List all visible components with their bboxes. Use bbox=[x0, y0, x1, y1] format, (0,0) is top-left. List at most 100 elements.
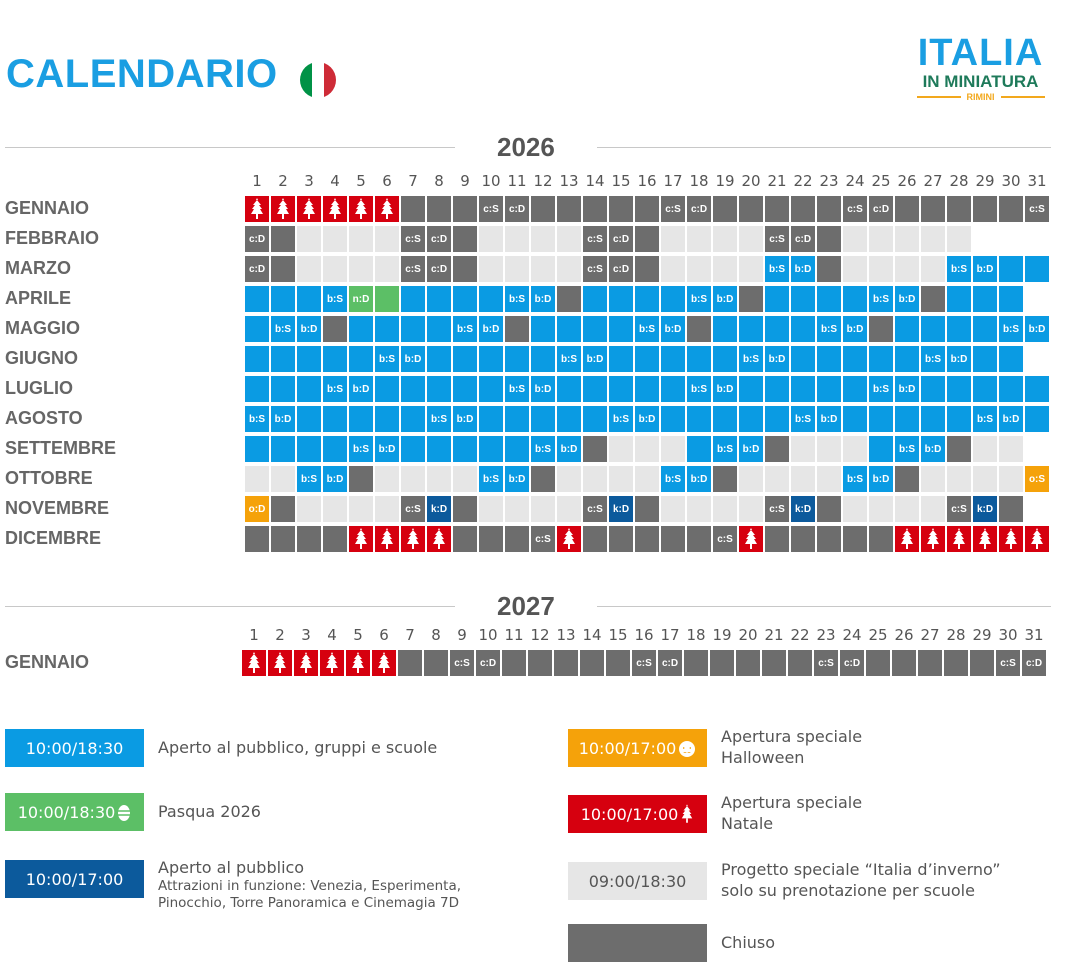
day-cell[interactable]: b:D bbox=[843, 316, 867, 342]
day-cell[interactable] bbox=[398, 650, 422, 676]
day-cell[interactable] bbox=[453, 346, 477, 372]
day-cell[interactable] bbox=[635, 466, 659, 492]
day-cell[interactable]: c:D bbox=[658, 650, 682, 676]
day-cell[interactable] bbox=[297, 256, 321, 282]
day-cell[interactable] bbox=[453, 376, 477, 402]
day-cell[interactable] bbox=[349, 466, 373, 492]
day-cell[interactable] bbox=[843, 346, 867, 372]
day-cell[interactable] bbox=[297, 196, 321, 222]
day-cell[interactable] bbox=[713, 496, 737, 522]
day-cell[interactable] bbox=[999, 196, 1023, 222]
day-cell[interactable] bbox=[635, 526, 659, 552]
day-cell[interactable] bbox=[1025, 526, 1049, 552]
day-cell[interactable] bbox=[583, 406, 607, 432]
day-cell[interactable]: b:S bbox=[999, 316, 1023, 342]
day-cell[interactable] bbox=[375, 196, 399, 222]
day-cell[interactable]: c:S bbox=[814, 650, 838, 676]
day-cell[interactable] bbox=[947, 226, 971, 252]
day-cell[interactable] bbox=[424, 650, 448, 676]
day-cell[interactable] bbox=[583, 196, 607, 222]
day-cell[interactable]: b:S bbox=[687, 376, 711, 402]
day-cell[interactable] bbox=[687, 226, 711, 252]
day-cell[interactable]: b:D bbox=[531, 286, 555, 312]
day-cell[interactable]: c:D bbox=[687, 196, 711, 222]
day-cell[interactable] bbox=[843, 226, 867, 252]
day-cell[interactable] bbox=[999, 466, 1023, 492]
day-cell[interactable] bbox=[713, 346, 737, 372]
day-cell[interactable] bbox=[921, 496, 945, 522]
day-cell[interactable] bbox=[557, 466, 581, 492]
day-cell[interactable] bbox=[843, 496, 867, 522]
day-cell[interactable] bbox=[713, 196, 737, 222]
day-cell[interactable] bbox=[531, 346, 555, 372]
day-cell[interactable] bbox=[791, 316, 815, 342]
day-cell[interactable] bbox=[323, 526, 347, 552]
day-cell[interactable] bbox=[687, 436, 711, 462]
day-cell[interactable] bbox=[765, 316, 789, 342]
day-cell[interactable] bbox=[609, 436, 633, 462]
day-cell[interactable]: b:D bbox=[817, 406, 841, 432]
day-cell[interactable] bbox=[973, 196, 997, 222]
day-cell[interactable] bbox=[453, 286, 477, 312]
day-cell[interactable] bbox=[557, 526, 581, 552]
day-cell[interactable]: c:S bbox=[713, 526, 737, 552]
day-cell[interactable] bbox=[375, 466, 399, 492]
day-cell[interactable]: b:D bbox=[505, 466, 529, 492]
day-cell[interactable]: c:D bbox=[840, 650, 864, 676]
day-cell[interactable] bbox=[866, 650, 890, 676]
day-cell[interactable] bbox=[375, 376, 399, 402]
day-cell[interactable] bbox=[297, 226, 321, 252]
day-cell[interactable] bbox=[453, 466, 477, 492]
day-cell[interactable]: c:S bbox=[947, 496, 971, 522]
day-cell[interactable] bbox=[713, 226, 737, 252]
day-cell[interactable] bbox=[687, 346, 711, 372]
day-cell[interactable] bbox=[453, 226, 477, 252]
day-cell[interactable] bbox=[323, 196, 347, 222]
day-cell[interactable] bbox=[557, 196, 581, 222]
day-cell[interactable] bbox=[921, 316, 945, 342]
day-cell[interactable] bbox=[921, 406, 945, 432]
day-cell[interactable] bbox=[687, 526, 711, 552]
day-cell[interactable]: b:S bbox=[687, 286, 711, 312]
day-cell[interactable] bbox=[531, 196, 555, 222]
day-cell[interactable] bbox=[609, 316, 633, 342]
day-cell[interactable]: b:S bbox=[609, 406, 633, 432]
day-cell[interactable] bbox=[479, 286, 503, 312]
day-cell[interactable]: b:S bbox=[817, 316, 841, 342]
day-cell[interactable] bbox=[687, 316, 711, 342]
day-cell[interactable]: c:D bbox=[427, 226, 451, 252]
day-cell[interactable] bbox=[1025, 376, 1049, 402]
day-cell[interactable] bbox=[557, 226, 581, 252]
day-cell[interactable]: b:S bbox=[297, 466, 321, 492]
day-cell[interactable] bbox=[921, 466, 945, 492]
day-cell[interactable] bbox=[505, 346, 529, 372]
day-cell[interactable] bbox=[661, 376, 685, 402]
day-cell[interactable] bbox=[869, 526, 893, 552]
day-cell[interactable] bbox=[297, 496, 321, 522]
day-cell[interactable] bbox=[869, 436, 893, 462]
day-cell[interactable]: b:D bbox=[791, 256, 815, 282]
day-cell[interactable]: c:S bbox=[450, 650, 474, 676]
day-cell[interactable] bbox=[297, 526, 321, 552]
day-cell[interactable] bbox=[297, 406, 321, 432]
day-cell[interactable] bbox=[892, 650, 916, 676]
day-cell[interactable] bbox=[609, 196, 633, 222]
day-cell[interactable] bbox=[297, 286, 321, 312]
day-cell[interactable] bbox=[531, 226, 555, 252]
day-cell[interactable]: b:S bbox=[323, 376, 347, 402]
day-cell[interactable] bbox=[895, 346, 919, 372]
day-cell[interactable] bbox=[765, 376, 789, 402]
day-cell[interactable] bbox=[609, 526, 633, 552]
day-cell[interactable]: b:S bbox=[505, 376, 529, 402]
day-cell[interactable]: k:D bbox=[791, 496, 815, 522]
day-cell[interactable] bbox=[375, 316, 399, 342]
day-cell[interactable] bbox=[245, 286, 269, 312]
day-cell[interactable] bbox=[245, 436, 269, 462]
italia-in-miniatura-logo[interactable]: ITALIA IN MINIATURA RIMINI bbox=[908, 34, 1053, 102]
day-cell[interactable] bbox=[661, 286, 685, 312]
day-cell[interactable] bbox=[687, 256, 711, 282]
day-cell[interactable] bbox=[736, 650, 760, 676]
day-cell[interactable] bbox=[323, 346, 347, 372]
day-cell[interactable] bbox=[843, 376, 867, 402]
day-cell[interactable] bbox=[557, 286, 581, 312]
